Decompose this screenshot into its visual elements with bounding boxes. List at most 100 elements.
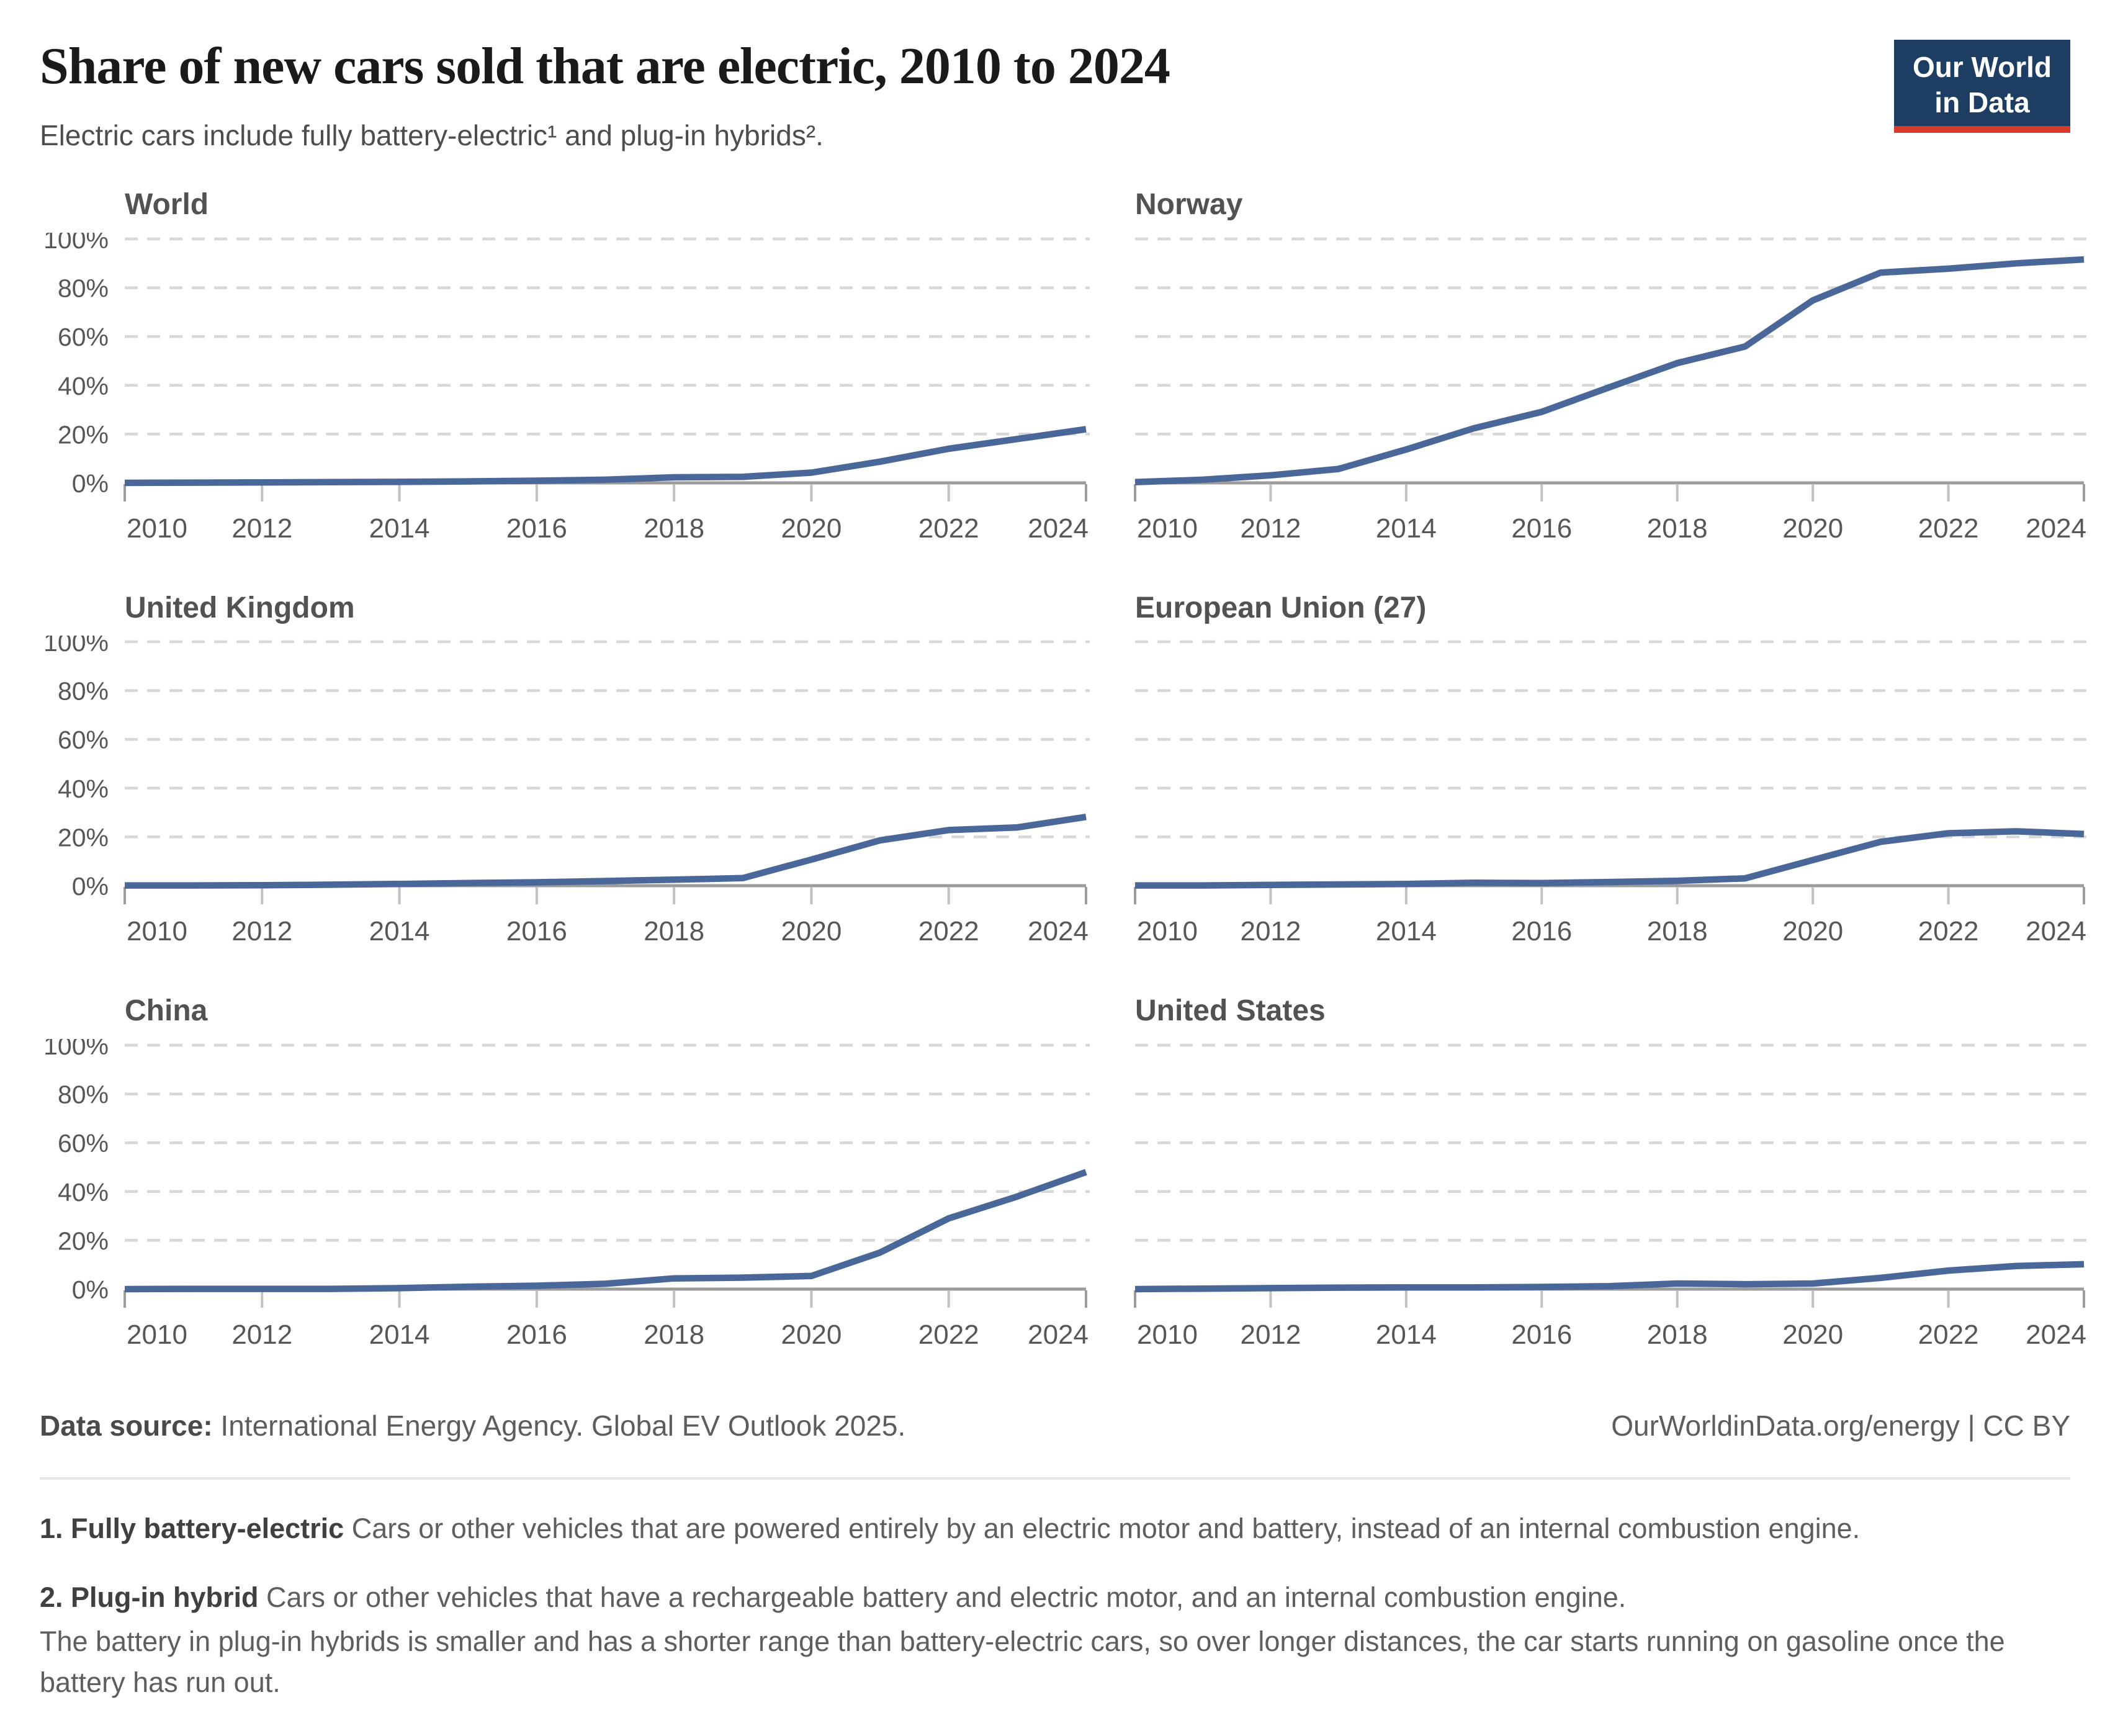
svg-text:40%: 40% <box>58 371 109 400</box>
svg-text:2024: 2024 <box>2026 513 2086 543</box>
svg-text:2016: 2016 <box>1511 916 1572 946</box>
svg-text:2024: 2024 <box>1028 1320 1089 1349</box>
footnote-2-line1: 2. Plug-in hybrid Cars or other vehicles… <box>40 1577 2070 1617</box>
svg-text:100%: 100% <box>43 636 109 657</box>
svg-text:2012: 2012 <box>1240 513 1301 543</box>
svg-text:2014: 2014 <box>1376 513 1437 543</box>
chart-title-world: World <box>125 188 209 221</box>
svg-text:2022: 2022 <box>1918 1320 1979 1349</box>
svg-text:2014: 2014 <box>1376 1320 1437 1349</box>
svg-text:2010: 2010 <box>1137 513 1198 543</box>
owid-logo-line1: Our World <box>1912 51 2052 83</box>
footnote-plug-in-hybrid: 2. Plug-in hybrid Cars or other vehicles… <box>40 1577 2070 1702</box>
chart-panel-european-union: European Union (27) 2010 2012 2014 2016 2018… <box>1132 590 2088 946</box>
svg-text:2014: 2014 <box>1376 916 1437 946</box>
footnote-battery-electric: 1. Fully battery-electric Cars or other … <box>40 1508 2070 1549</box>
svg-text:2020: 2020 <box>1782 916 1843 946</box>
footnote-2-text: Cars or other vehicles that have a recha… <box>258 1581 1627 1614</box>
owid-logo[interactable]: Our World in Data <box>1893 40 2070 133</box>
svg-text:2020: 2020 <box>781 513 842 543</box>
owid-energy-link[interactable]: OurWorldinData.org/energy | CC BY <box>1611 1409 2070 1442</box>
svg-text:20%: 20% <box>58 1226 109 1255</box>
svg-text:40%: 40% <box>58 1178 109 1207</box>
svg-text:2016: 2016 <box>1511 513 1572 543</box>
svg-text:2024: 2024 <box>1028 916 1089 946</box>
svg-text:2010: 2010 <box>127 513 187 543</box>
data-source: Data source: International Energy Agency… <box>40 1409 905 1442</box>
svg-text:80%: 80% <box>58 274 109 302</box>
svg-text:40%: 40% <box>58 775 109 803</box>
svg-text:60%: 60% <box>58 323 109 351</box>
svg-text:20%: 20% <box>58 420 109 449</box>
svg-text:80%: 80% <box>58 1080 109 1109</box>
svg-text:2012: 2012 <box>231 916 292 946</box>
title-block: Share of new cars sold that are electric… <box>40 36 1894 152</box>
page-title: Share of new cars sold that are electric… <box>40 37 1170 95</box>
chart-panel-norway: Norway 2010 2012 2014 2016 2018 2020 2022 2024 <box>1132 187 2088 543</box>
footnote-2-label: 2. Plug-in hybrid <box>40 1581 259 1614</box>
svg-text:2020: 2020 <box>781 916 842 946</box>
footnote-1-text: Cars or other vehicles that are powered … <box>344 1512 1861 1544</box>
chart-title-united-kingdom: United Kingdom <box>125 591 355 624</box>
svg-text:80%: 80% <box>58 677 109 706</box>
svg-text:2022: 2022 <box>918 916 979 946</box>
svg-text:0%: 0% <box>72 469 109 498</box>
svg-text:60%: 60% <box>58 1129 109 1158</box>
svg-text:2018: 2018 <box>1647 513 1708 543</box>
header: Share of new cars sold that are electric… <box>22 0 2088 152</box>
chart-title-china: China <box>125 994 208 1028</box>
svg-text:2024: 2024 <box>1028 513 1089 543</box>
svg-text:2012: 2012 <box>231 1320 292 1349</box>
svg-text:2010: 2010 <box>1137 1320 1198 1349</box>
chart-panel-world: World 0% 20% 40% 60% 80% 100% 2010 2012 2014 2016… <box>22 187 1090 543</box>
svg-text:0%: 0% <box>72 872 109 901</box>
footnote-2-continuation: The battery in plug-in hybrids is smalle… <box>40 1626 2005 1698</box>
svg-text:2012: 2012 <box>1240 916 1301 946</box>
svg-text:100%: 100% <box>43 233 109 254</box>
chart-title-european-union: European Union (27) <box>1135 591 1427 624</box>
chart-panel-united-kingdom: United Kingdom 0% 20% 40% 60% 80% 100% 2010 201… <box>22 590 1090 946</box>
footer: Data source: International Energy Agency… <box>22 1409 2088 1702</box>
svg-text:2018: 2018 <box>644 513 704 543</box>
svg-text:100%: 100% <box>43 1039 109 1060</box>
svg-text:20%: 20% <box>58 824 109 852</box>
svg-text:2020: 2020 <box>781 1320 842 1349</box>
svg-text:2014: 2014 <box>369 916 430 946</box>
svg-text:2012: 2012 <box>1240 1320 1301 1349</box>
svg-text:2024: 2024 <box>2026 916 2086 946</box>
svg-text:2014: 2014 <box>369 513 430 543</box>
line-chart-china: 0% 20% 40% 60% 80% 100% 2010 2012 2014 2016 2018 20… <box>43 1039 1090 1349</box>
line-chart-united-states: 2010 2012 2014 2016 2018 2020 2022 2024 <box>1134 1043 2088 1349</box>
svg-text:2016: 2016 <box>1511 1320 1572 1349</box>
svg-text:2018: 2018 <box>644 1320 704 1349</box>
svg-text:2018: 2018 <box>1647 916 1708 946</box>
svg-text:2022: 2022 <box>918 513 979 543</box>
svg-text:2022: 2022 <box>1918 513 1979 543</box>
chart-panel-united-states: United States 2010 2012 2014 2016 2018 2020 20… <box>1132 993 2088 1349</box>
footnote-1-label: 1. Fully battery-electric <box>40 1512 344 1544</box>
svg-text:2016: 2016 <box>506 513 567 543</box>
svg-text:2024: 2024 <box>2026 1320 2086 1349</box>
svg-text:2010: 2010 <box>127 916 187 946</box>
svg-text:2010: 2010 <box>127 1320 187 1349</box>
chart-panel-china: China 0% 20% 40% 60% 80% 100% 2010 2012 2014 2016… <box>22 993 1090 1349</box>
svg-text:2020: 2020 <box>1782 1320 1843 1349</box>
chart-grid: World 0% 20% 40% 60% 80% 100% 2010 2012 2014 2016… <box>22 187 2088 1349</box>
svg-text:2020: 2020 <box>1782 513 1843 543</box>
divider <box>40 1477 2070 1480</box>
chart-title-united-states: United States <box>1135 994 1326 1028</box>
footnotes: 1. Fully battery-electric Cars or other … <box>22 1508 2088 1702</box>
owid-logo-line2: in Data <box>1934 86 2030 119</box>
svg-text:2012: 2012 <box>231 513 292 543</box>
svg-text:60%: 60% <box>58 726 109 754</box>
svg-text:2010: 2010 <box>1137 916 1198 946</box>
svg-text:2022: 2022 <box>918 1320 979 1349</box>
line-chart-united-kingdom: 0% 20% 40% 60% 80% 100% 2010 2012 2014 2016 2018 20… <box>43 636 1090 946</box>
svg-text:2014: 2014 <box>369 1320 430 1349</box>
svg-text:2022: 2022 <box>1918 916 1979 946</box>
page-subtitle: Electric cars include fully battery-elec… <box>40 119 824 151</box>
data-source-label: Data source: <box>40 1409 213 1442</box>
svg-text:0%: 0% <box>72 1275 109 1304</box>
svg-text:2016: 2016 <box>506 916 567 946</box>
